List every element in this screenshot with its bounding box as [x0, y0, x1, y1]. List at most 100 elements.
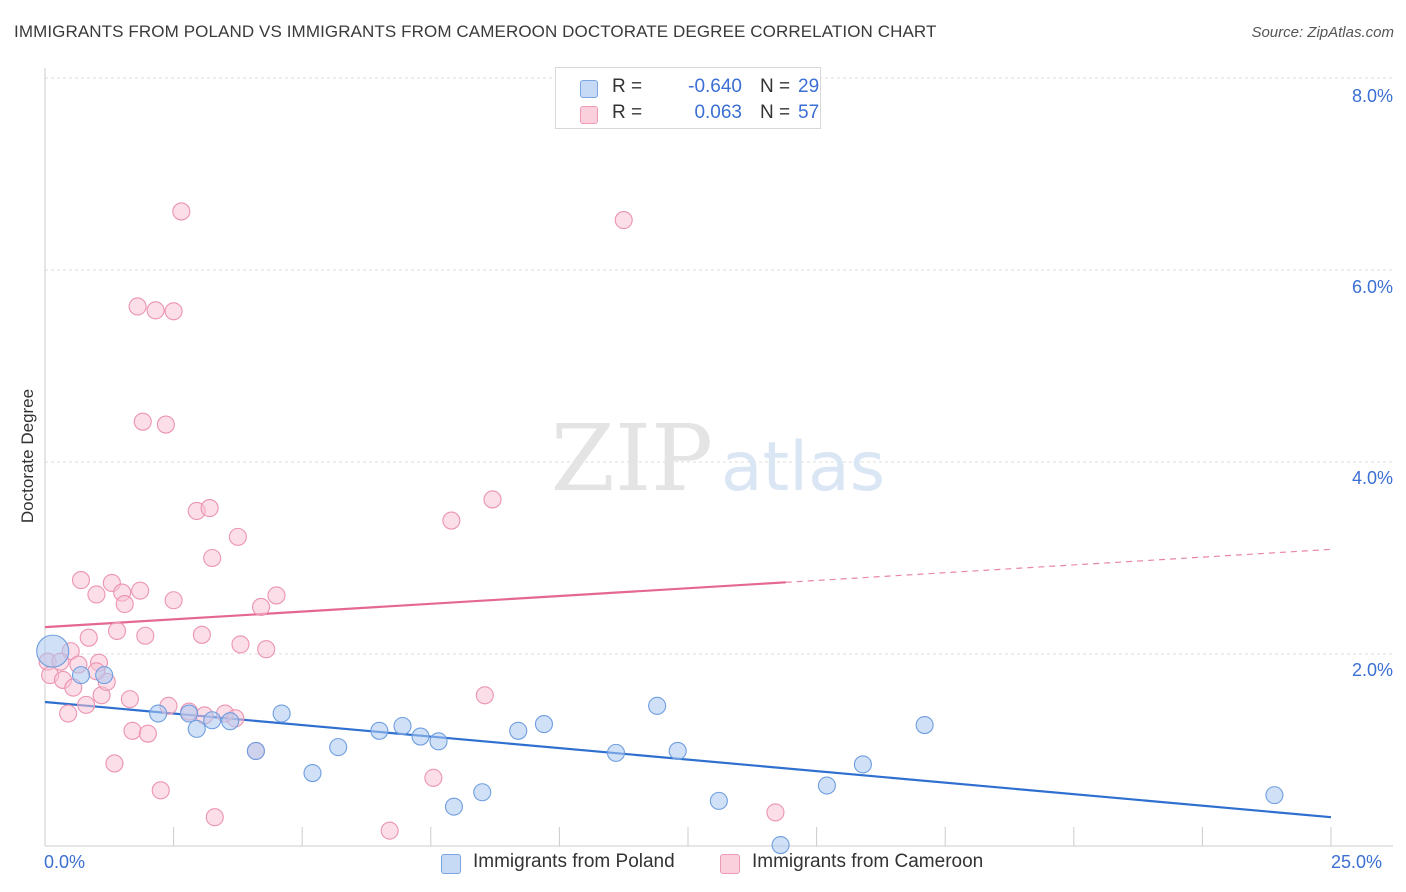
point-cameroon-24 — [136, 626, 155, 645]
point-cameroon-23 — [133, 412, 152, 431]
trend-line-cameroon-projection — [785, 548, 1332, 583]
point-poland-18 — [509, 721, 528, 740]
point-cameroon-37 — [203, 548, 222, 568]
point-cameroon-32 — [172, 202, 191, 221]
point-poland-13 — [393, 716, 412, 736]
point-poland-3 — [149, 704, 168, 723]
point-poland-4 — [179, 704, 199, 723]
point-cameroon-19 — [120, 690, 139, 709]
point-cameroon-48 — [424, 768, 443, 787]
legend-n-label: N = — [760, 76, 791, 97]
point-cameroon-10 — [87, 585, 106, 604]
point-cameroon-30 — [164, 302, 183, 321]
point-cameroon-46 — [267, 586, 286, 605]
point-poland-16 — [444, 797, 463, 816]
source-label: Source: ZipAtlas.com — [1251, 24, 1394, 41]
trend-line-cameroon — [44, 581, 786, 629]
y-axis-label: Doctorate Degree — [18, 388, 37, 524]
point-poland-14 — [411, 727, 430, 746]
watermark-atlas: atlas — [721, 428, 885, 507]
point-poland-10 — [303, 763, 322, 783]
point-cameroon-47 — [380, 821, 399, 840]
point-cameroon-44 — [251, 597, 271, 617]
point-poland-19 — [534, 715, 554, 734]
legend-r-value-cameroon: 0.063 — [694, 102, 742, 123]
point-poland-21 — [648, 696, 667, 715]
point-cameroon-3 — [59, 704, 78, 723]
legend-n-value-poland: 29 — [798, 76, 820, 97]
point-cameroon-25 — [138, 724, 157, 743]
point-cameroon-26 — [146, 301, 165, 320]
point-poland-17 — [473, 783, 492, 802]
point-cameroon-31 — [164, 591, 183, 610]
point-poland-11 — [329, 738, 348, 757]
point-cameroon-8 — [77, 695, 96, 714]
point-cameroon-18 — [115, 595, 134, 614]
point-cameroon-9 — [79, 628, 98, 647]
legend-n-label: N = — [760, 102, 791, 123]
y-tick-label-4: 4.0% — [1351, 468, 1393, 488]
legend-r-label: R = — [612, 102, 643, 123]
y-tick-label-2: 2.0% — [1351, 660, 1393, 680]
point-cameroon-34 — [192, 625, 211, 644]
point-cameroon-52 — [614, 211, 633, 230]
point-cameroon-41 — [228, 527, 247, 546]
axes — [44, 68, 1393, 847]
bottom-legend-label-cameroon: Immigrants from Cameroon — [752, 851, 984, 872]
point-poland-26 — [853, 755, 872, 774]
point-poland-15 — [429, 732, 448, 751]
legend-r-label: R = — [612, 76, 643, 97]
bottom-legend-swatch-poland — [441, 854, 461, 874]
point-poland-5 — [187, 719, 206, 738]
grid-lines — [45, 77, 1392, 655]
watermark-zip: ZIP — [551, 405, 713, 512]
point-cameroon-49 — [442, 511, 461, 530]
point-poland-23 — [709, 791, 728, 810]
point-poland-25 — [817, 776, 836, 795]
point-poland-22 — [668, 741, 687, 761]
y-tick-label-8: 8.0% — [1351, 86, 1393, 106]
point-poland-9 — [272, 704, 291, 723]
point-cameroon-20 — [123, 721, 142, 740]
point-cameroon-42 — [231, 635, 250, 654]
point-cameroon-36 — [200, 499, 219, 518]
legend-swatch-poland — [580, 80, 598, 98]
trend-lines — [44, 548, 1332, 819]
point-cameroon-16 — [107, 621, 127, 641]
point-poland-28 — [1265, 786, 1284, 805]
x-tick-label-max: 25.0% — [1331, 852, 1383, 872]
data-points — [36, 202, 1284, 855]
correlation-legend: R = -0.640 N = 29 R = 0.063 N = 57 — [555, 67, 821, 129]
bottom-legend-swatch-cameroon — [720, 854, 740, 874]
point-poland-7 — [221, 712, 240, 731]
point-cameroon-15 — [105, 754, 124, 773]
point-cameroon-38 — [205, 808, 224, 827]
y-tick-label-6: 6.0% — [1351, 277, 1393, 297]
point-poland-24 — [771, 835, 790, 855]
point-cameroon-27 — [151, 781, 170, 800]
point-cameroon-7 — [71, 571, 91, 590]
legend-swatch-cameroon — [580, 106, 598, 124]
legend-n-value-cameroon: 57 — [798, 102, 820, 123]
point-poland-8 — [246, 741, 265, 761]
point-poland-12 — [370, 721, 389, 740]
trend-line-poland — [44, 700, 1332, 819]
point-poland-0 — [36, 634, 70, 668]
point-poland-6 — [203, 711, 222, 730]
point-poland-20 — [606, 743, 626, 762]
point-cameroon-22 — [131, 581, 150, 600]
bottom-legend-label-poland: Immigrants from Poland — [473, 851, 675, 872]
point-cameroon-21 — [128, 297, 147, 316]
legend-r-value-poland: -0.640 — [688, 76, 742, 97]
point-poland-2 — [95, 666, 114, 685]
point-cameroon-51 — [483, 490, 502, 509]
point-cameroon-53 — [766, 803, 785, 822]
point-cameroon-28 — [156, 415, 175, 434]
chart-title: IMMIGRANTS FROM POLAND VS IMMIGRANTS FRO… — [14, 22, 937, 41]
point-poland-27 — [915, 715, 934, 735]
point-cameroon-45 — [257, 640, 276, 659]
point-poland-1 — [71, 666, 91, 685]
point-cameroon-50 — [475, 686, 494, 705]
x-tick-label-min: 0.0% — [44, 852, 86, 872]
